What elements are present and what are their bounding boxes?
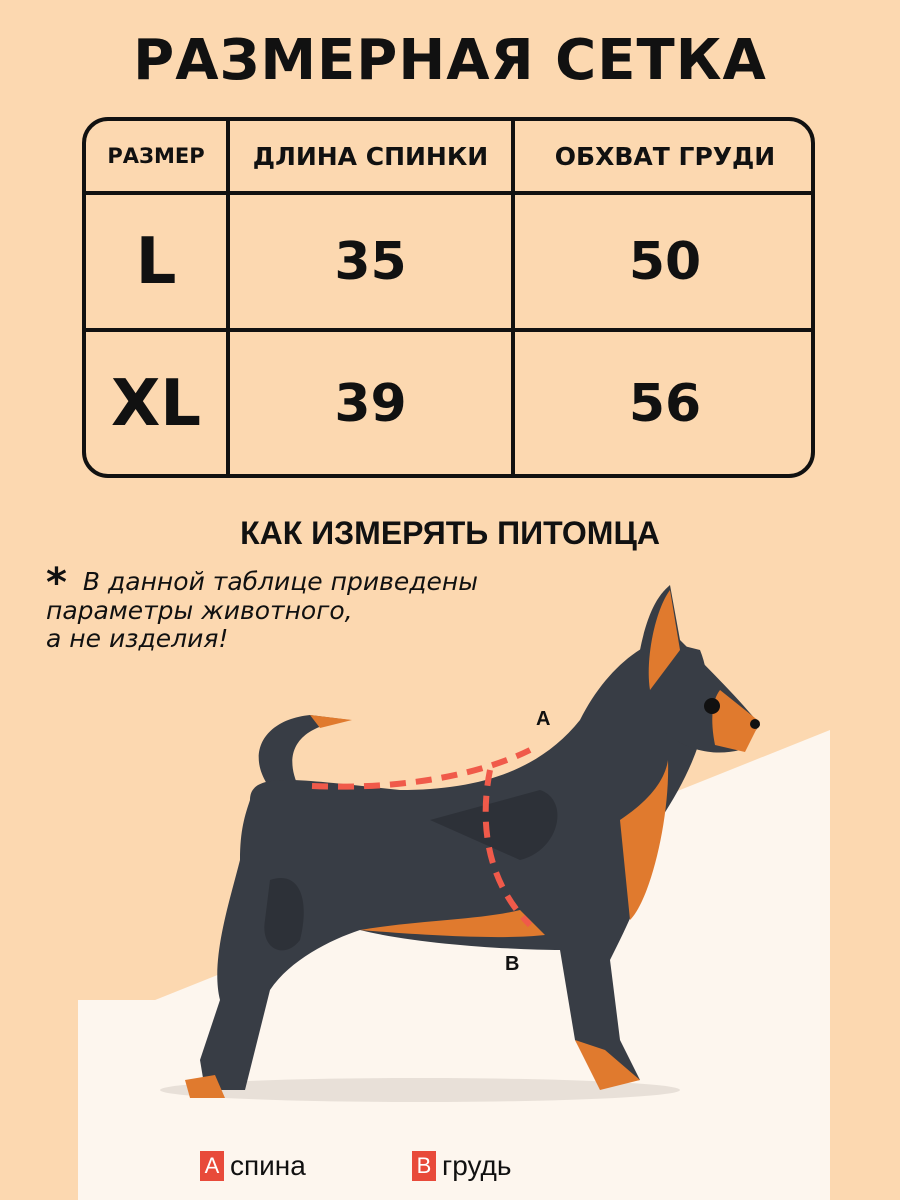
row-size: L: [135, 224, 177, 299]
note-line: параметры животного,: [46, 596, 353, 625]
row-back-length: 39: [334, 373, 407, 434]
header-size: РАЗМЕР: [107, 144, 205, 168]
disclaimer-note: * В данной таблице приведены параметры ж…: [46, 563, 478, 653]
legend-item-chest: B грудь: [412, 1150, 511, 1182]
row-back-length: 35: [334, 231, 407, 292]
divider: [511, 121, 515, 474]
badge-a: A: [200, 1151, 224, 1181]
row-chest: 56: [628, 373, 702, 434]
label-b: B: [505, 953, 520, 975]
asterisk-icon: *: [46, 560, 67, 606]
header-chest: ОБХВАТ ГРУДИ: [554, 141, 776, 171]
note-line: а не изделия!: [46, 624, 229, 653]
legend-item-back: A спина: [200, 1150, 306, 1182]
legend-label: спина: [230, 1150, 306, 1181]
divider: [86, 328, 811, 332]
row-size: XL: [110, 366, 202, 441]
note-line: В данной таблице приведены: [82, 567, 478, 596]
page-title: РАЗМЕРНАЯ СЕТКА: [133, 28, 767, 93]
divider: [86, 191, 811, 195]
header-back-length: ДЛИНА СПИНКИ: [252, 141, 489, 171]
row-chest: 50: [628, 231, 702, 292]
divider: [226, 121, 230, 474]
badge-b: B: [412, 1151, 436, 1181]
label-a: A: [536, 708, 551, 730]
section-subtitle: КАК ИЗМЕРЯТЬ ПИТОМЦА: [240, 515, 660, 551]
size-table: РАЗМЕР ДЛИНА СПИНКИ ОБХВАТ ГРУДИ L 35 50…: [82, 117, 815, 478]
legend-label: грудь: [442, 1150, 512, 1181]
